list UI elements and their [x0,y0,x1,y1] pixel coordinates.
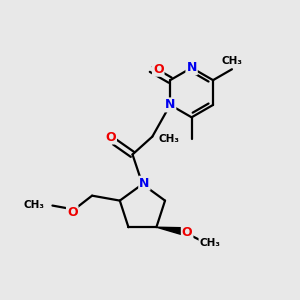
Polygon shape [156,227,183,235]
Text: CH₃: CH₃ [221,56,242,66]
Text: N: N [139,177,150,190]
Text: O: O [67,206,78,219]
Text: CH₃: CH₃ [23,200,44,210]
Text: O: O [153,63,164,76]
Text: N: N [186,61,197,74]
Text: N: N [165,98,175,111]
Text: O: O [105,130,116,143]
Text: CH₃: CH₃ [200,238,220,248]
Text: CH₃: CH₃ [159,134,180,144]
Text: O: O [182,226,192,238]
